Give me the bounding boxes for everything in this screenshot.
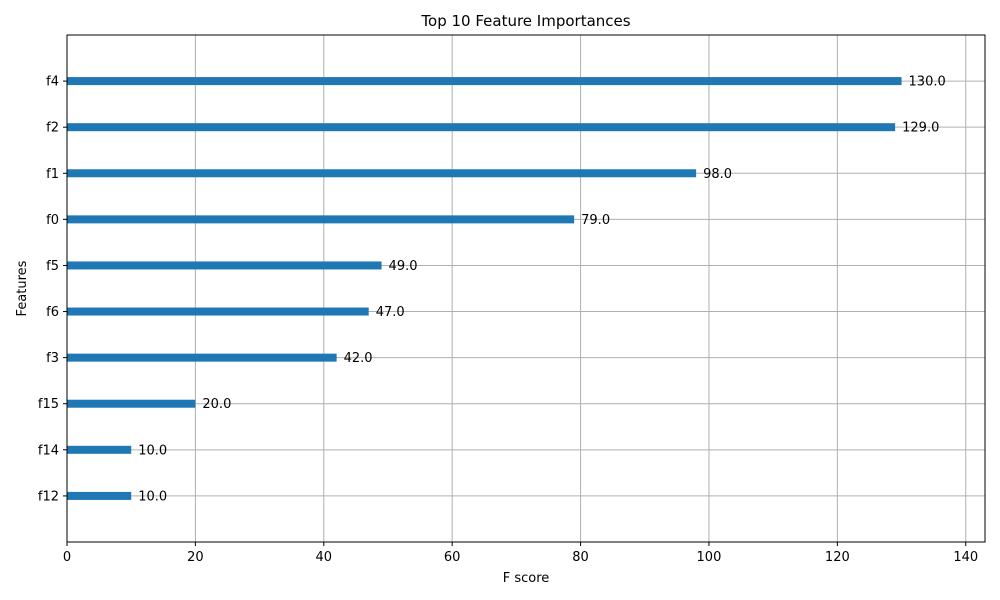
- y-tick-label: f12: [38, 489, 59, 504]
- value-label-f4: 130.0: [909, 75, 946, 90]
- value-label-f15: 20.0: [202, 397, 231, 412]
- bar-f14: [67, 445, 132, 454]
- value-label-f12: 10.0: [138, 489, 167, 504]
- x-tick-label: 80: [572, 550, 589, 565]
- grid-layer: [66, 35, 985, 542]
- bar-f5: [67, 261, 382, 270]
- y-tick-label: f14: [38, 443, 59, 458]
- chart-title: Top 10 Feature Importances: [420, 12, 630, 30]
- y-tick-label: f4: [46, 75, 59, 90]
- x-tick-label: 100: [697, 550, 722, 565]
- bar-f1: [67, 169, 697, 178]
- bar-f15: [67, 399, 196, 408]
- x-ticks-layer: 0 20 40 60 80 100 120 140: [63, 542, 978, 565]
- y-tick-label: f2: [46, 121, 59, 136]
- y-tick-label: f6: [46, 305, 59, 320]
- plot-frame: [66, 34, 986, 543]
- value-label-f1: 98.0: [703, 167, 732, 182]
- bar-f2: [67, 123, 896, 132]
- value-labels-layer: 130.0 129.0 98.0 79.0 49.0 47.0 42.0 20.0 10.0 10…: [138, 75, 946, 505]
- bar-f4: [67, 77, 902, 86]
- value-label-f2: 129.0: [902, 121, 939, 136]
- y-axis-label: Features: [15, 260, 30, 316]
- bar-f6: [67, 307, 369, 316]
- bar-f12: [67, 491, 132, 500]
- bar-f0: [67, 215, 575, 224]
- bars-layer: [67, 77, 902, 500]
- y-tick-label: f1: [46, 167, 59, 182]
- y-tick-label: f5: [46, 259, 59, 274]
- y-tick-label: f0: [46, 213, 59, 228]
- value-label-f0: 79.0: [581, 213, 610, 228]
- y-tick-label: f15: [38, 397, 59, 412]
- x-tick-label: 0: [63, 550, 71, 565]
- y-ticks-layer: f4 f2 f1 f0 f5 f6 f3 f15 f14 f12: [38, 75, 67, 504]
- x-tick-label: 60: [444, 550, 461, 565]
- value-label-f5: 49.0: [389, 259, 418, 274]
- y-tick-label: f3: [46, 351, 59, 366]
- x-tick-label: 140: [953, 550, 978, 565]
- x-tick-label: 120: [825, 550, 850, 565]
- value-label-f3: 42.0: [344, 351, 373, 366]
- value-label-f6: 47.0: [376, 305, 405, 320]
- x-axis-label: F score: [503, 571, 550, 586]
- x-tick-label: 20: [187, 550, 204, 565]
- bar-f3: [67, 353, 337, 362]
- x-tick-label: 40: [316, 550, 333, 565]
- value-label-f14: 10.0: [138, 443, 167, 458]
